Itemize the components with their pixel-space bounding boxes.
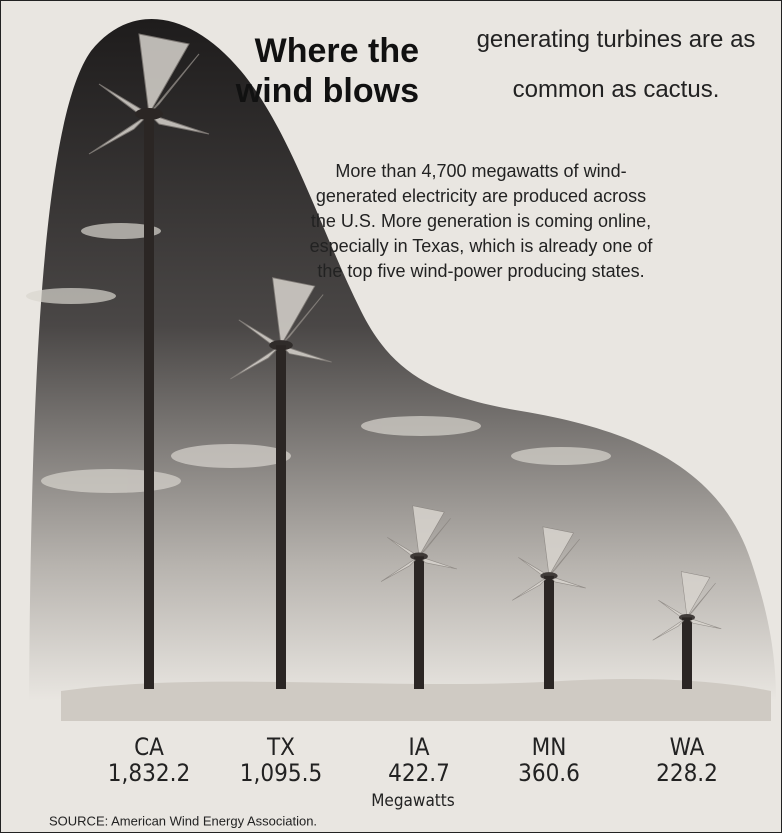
infographic: Megawatts SOURCE: American Wind Energy A… (0, 0, 782, 833)
turbine-pole (414, 556, 424, 689)
category-label: TX (266, 733, 295, 761)
source: SOURCE: American Wind Energy Association… (49, 813, 317, 828)
turbine-pole (544, 576, 554, 689)
value-label: 360.6 (518, 759, 580, 787)
category-label: MN (532, 733, 567, 761)
value-label: 422.7 (388, 759, 450, 787)
turbine-pole (144, 114, 154, 689)
value-label: 228.2 (656, 759, 718, 787)
chart: Megawatts SOURCE: American Wind Energy A… (1, 1, 781, 832)
hub (135, 108, 163, 120)
title: Where the wind blows (229, 31, 419, 111)
category-label: WA (670, 733, 705, 761)
value-label: 1,095.5 (240, 759, 322, 787)
value-label: 1,832.2 (108, 759, 190, 787)
turbine-pole (682, 617, 692, 689)
hub (269, 340, 293, 350)
category-label: CA (134, 733, 164, 761)
category-label: IA (408, 733, 429, 761)
unit-label: Megawatts (371, 791, 455, 811)
turbine-pole (276, 345, 286, 689)
hub (679, 614, 695, 621)
hub (410, 553, 428, 561)
subtitle: More than 4,700 megawatts of wind-genera… (301, 159, 661, 284)
article-text: generating turbines are as common as cac… (451, 15, 781, 115)
hub (540, 572, 557, 579)
